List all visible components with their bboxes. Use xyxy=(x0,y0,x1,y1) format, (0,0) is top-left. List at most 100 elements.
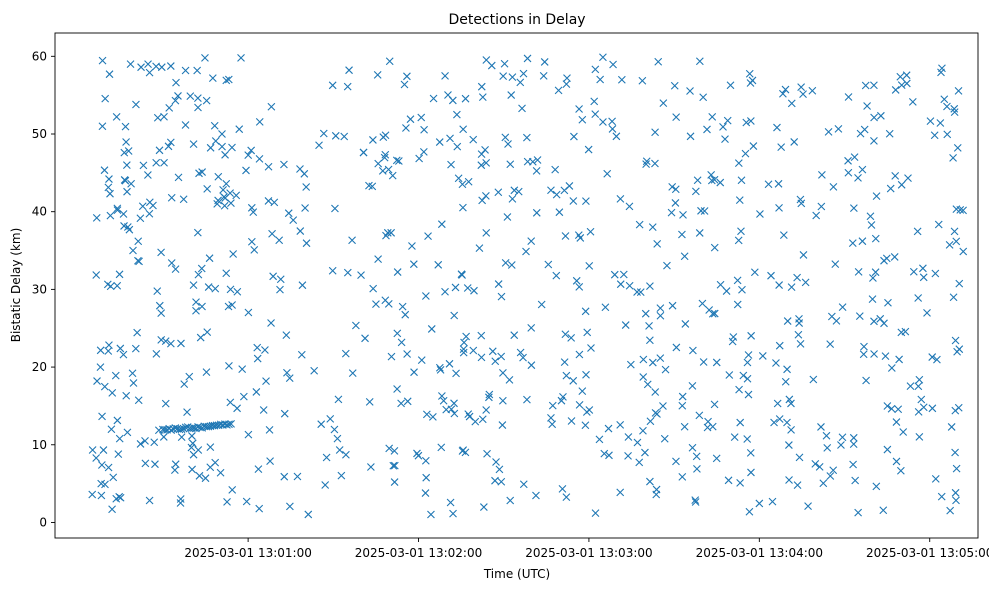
data-point xyxy=(801,278,810,287)
data-point xyxy=(365,181,373,190)
data-point xyxy=(504,140,512,148)
data-point xyxy=(527,237,536,246)
data-point xyxy=(559,392,567,401)
data-point xyxy=(508,73,517,82)
data-point xyxy=(790,138,799,146)
data-point xyxy=(388,171,397,180)
data-point xyxy=(203,328,212,337)
data-point xyxy=(153,287,162,296)
data-point xyxy=(113,204,122,213)
data-point xyxy=(795,314,803,323)
data-point xyxy=(695,229,704,237)
data-point xyxy=(233,287,242,296)
data-point xyxy=(583,328,592,337)
data-point xyxy=(143,171,152,179)
data-point xyxy=(915,432,924,441)
data-point xyxy=(152,349,161,358)
data-point xyxy=(343,82,352,91)
data-point xyxy=(497,477,506,486)
data-point xyxy=(668,301,677,310)
data-point xyxy=(170,466,179,475)
data-point xyxy=(458,447,467,455)
data-point xyxy=(738,285,746,294)
data-point xyxy=(92,271,101,279)
y-tick-label: 40 xyxy=(32,205,47,219)
data-point xyxy=(461,94,470,103)
data-point xyxy=(656,311,665,320)
data-point xyxy=(174,173,183,182)
data-point xyxy=(537,300,546,309)
data-point xyxy=(160,158,168,167)
data-point xyxy=(651,159,659,168)
data-point xyxy=(380,153,389,162)
track-point xyxy=(179,424,188,433)
data-point xyxy=(616,421,625,429)
data-point xyxy=(522,247,530,256)
data-point xyxy=(860,342,868,351)
data-point xyxy=(931,474,940,483)
data-point xyxy=(101,94,110,103)
data-point xyxy=(382,231,390,240)
data-point xyxy=(458,180,467,189)
data-point xyxy=(926,117,935,126)
data-point xyxy=(485,390,494,399)
data-point xyxy=(302,183,311,191)
data-point xyxy=(116,344,125,353)
data-point xyxy=(264,197,273,205)
data-point xyxy=(871,234,880,243)
data-point xyxy=(119,210,128,218)
data-point xyxy=(849,440,858,448)
data-point xyxy=(452,110,461,119)
data-point xyxy=(552,271,561,280)
data-point xyxy=(222,179,231,188)
data-point xyxy=(400,80,409,89)
data-point xyxy=(384,300,393,308)
data-point xyxy=(113,416,122,425)
data-point xyxy=(252,388,261,396)
data-point xyxy=(365,398,374,406)
data-point xyxy=(494,188,503,197)
data-point xyxy=(849,433,858,442)
data-point xyxy=(151,460,159,469)
data-point xyxy=(672,343,681,352)
data-point xyxy=(856,129,865,138)
data-point xyxy=(265,426,274,434)
data-point xyxy=(599,53,607,62)
data-point xyxy=(651,128,659,137)
data-point xyxy=(152,158,161,167)
data-point xyxy=(402,124,410,132)
data-point xyxy=(482,228,491,237)
data-point xyxy=(870,317,878,326)
data-point xyxy=(244,151,253,160)
data-point xyxy=(249,208,258,217)
data-point xyxy=(244,308,253,317)
data-point xyxy=(181,121,190,129)
data-point xyxy=(138,202,147,211)
data-point xyxy=(495,465,504,474)
data-point xyxy=(728,337,737,346)
data-point xyxy=(428,413,437,421)
data-point xyxy=(936,119,945,127)
data-point xyxy=(787,99,796,108)
data-point xyxy=(189,140,198,148)
data-point xyxy=(544,260,553,269)
data-point xyxy=(422,473,431,482)
data-point xyxy=(507,261,516,269)
x-tick-label: 2025-03-01 13:05:00 xyxy=(866,546,989,560)
data-point xyxy=(139,161,148,170)
data-point xyxy=(724,476,733,485)
data-point xyxy=(883,445,892,454)
data-point xyxy=(643,380,652,389)
data-point xyxy=(268,229,276,238)
data-point xyxy=(136,440,145,448)
data-point xyxy=(625,202,634,211)
data-point xyxy=(621,321,630,329)
data-point xyxy=(348,369,357,377)
data-point xyxy=(97,461,106,469)
data-point xyxy=(442,405,451,414)
data-point xyxy=(747,468,755,477)
data-point xyxy=(940,95,949,104)
data-point xyxy=(533,156,542,164)
data-point xyxy=(195,471,204,480)
data-point xyxy=(186,92,195,100)
